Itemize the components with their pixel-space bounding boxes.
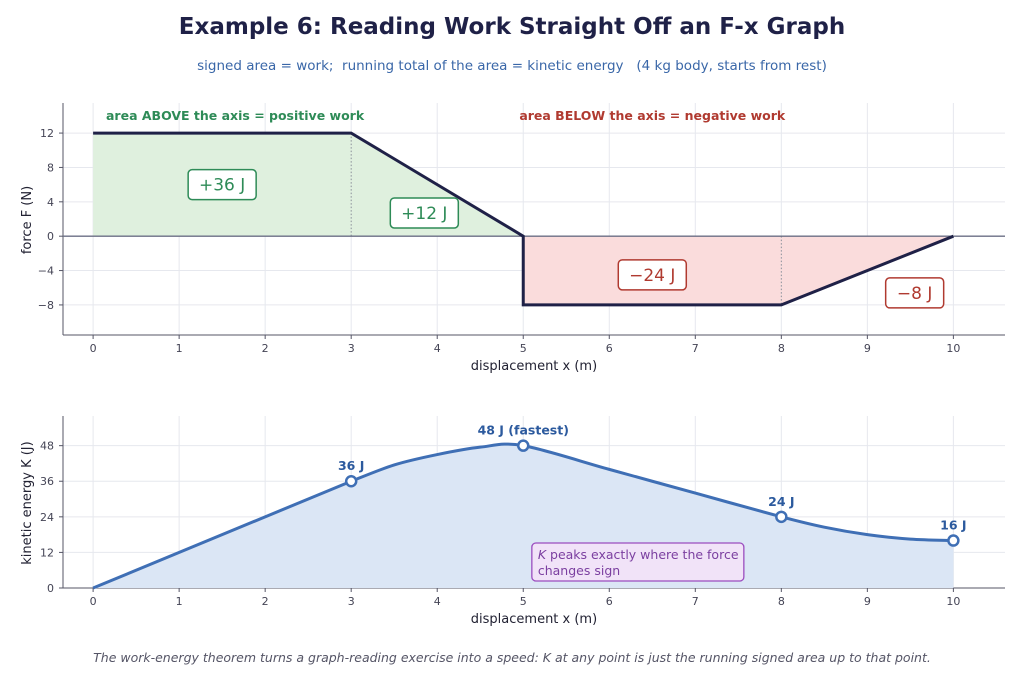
negative-work-annotation: area BELOW the axis = negative work: [519, 108, 786, 123]
force-chart-x-axis-label: displacement x (m): [471, 359, 597, 374]
force-chart-y-tick-label: −4: [38, 265, 54, 278]
ke-chart-x-tick-label: 10: [946, 595, 960, 608]
force-line: [93, 131, 954, 307]
ke-note-box: [531, 542, 745, 582]
ke-marker: [516, 439, 530, 452]
force-chart-y-tick-label: 0: [47, 230, 54, 243]
footnote: The work-energy theorem turns a graph-re…: [93, 650, 931, 665]
ke-chart-x-tick-label: 4: [434, 595, 441, 608]
ke-chart-x-tick-label: 2: [262, 595, 269, 608]
work-label-box: [884, 277, 945, 309]
force-chart-x-tick-label: 2: [262, 342, 269, 355]
ke-area-fill: [93, 444, 954, 588]
positive-work-annotation: area ABOVE the axis = positive work: [106, 108, 365, 123]
ke-note-line1: K peaks exactly where the force: [538, 547, 739, 562]
ke-marker-label: 16 J: [940, 518, 966, 533]
work-label: +36 J: [199, 176, 245, 196]
ke-marker-label: 36 J: [338, 458, 364, 473]
force-chart-x-tick-label: 0: [90, 342, 97, 355]
force-chart-y-tick-label: 4: [47, 196, 54, 209]
ke-line: [92, 442, 954, 590]
force-chart-x-tick-label: 1: [176, 342, 183, 355]
ke-chart-x-tick-label: 7: [692, 595, 699, 608]
ke-marker: [344, 474, 358, 488]
ke-chart-y-tick-label: 0: [47, 582, 54, 595]
page-title: Example 6: Reading Work Straight Off an …: [178, 14, 846, 40]
force-chart-y-tick-label: 12: [40, 127, 54, 140]
ke-marker-label: 24 J: [768, 494, 794, 509]
ke-marker: [947, 534, 960, 547]
force-chart-x-tick-label: 8: [778, 342, 785, 355]
ke-chart-y-tick-label: 48: [40, 440, 54, 453]
ke-chart-x-tick-label: 3: [348, 595, 355, 608]
force-chart-x-tick-label: 4: [434, 342, 441, 355]
ke-note-line2: changes sign: [538, 563, 620, 578]
ke-marker: [775, 510, 788, 524]
force-chart-x-tick-label: 5: [520, 342, 527, 355]
force-chart-x-tick-label: 3: [348, 342, 355, 355]
force-chart-y-tick-label: −8: [38, 299, 54, 312]
ke-chart-x-axis-label: displacement x (m): [471, 612, 597, 627]
work-label: −8 J: [897, 284, 932, 304]
page-subtitle: signed area = work; running total of the…: [197, 58, 827, 74]
work-label: −24 J: [629, 266, 675, 286]
force-chart-x-tick-label: 10: [946, 342, 960, 355]
ke-note-symbol: K: [538, 547, 548, 562]
ke-chart-y-tick-label: 24: [40, 511, 54, 524]
ke-chart-x-tick-label: 8: [778, 595, 785, 608]
ke-chart-x-tick-label: 6: [606, 595, 613, 608]
force-chart-y-axis-label: force F (N): [20, 186, 35, 254]
work-label-box: [187, 168, 257, 201]
ke-chart-y-axis-label: kinetic energy K (J): [20, 441, 35, 564]
force-chart-x-tick-label: 6: [606, 342, 613, 355]
ke-chart-x-tick-label: 0: [90, 595, 97, 608]
force-chart-x-tick-label: 9: [864, 342, 871, 355]
ke-chart-y-tick-label: 36: [40, 475, 54, 488]
work-label-box: [389, 197, 460, 229]
ke-chart-x-tick-label: 1: [176, 595, 183, 608]
ke-chart-y-tick-label: 12: [40, 546, 54, 559]
work-label: +12 J: [401, 204, 447, 224]
work-label-box: [617, 259, 688, 291]
force-chart-x-tick-label: 7: [692, 342, 699, 355]
ke-chart-x-tick-label: 9: [864, 595, 871, 608]
ke-chart-x-tick-label: 5: [520, 595, 527, 608]
ke-note-text: peaks exactly where the force: [546, 547, 739, 562]
ke-marker-label: 48 J (fastest): [478, 423, 569, 438]
force-chart-y-tick-label: 8: [47, 161, 54, 174]
